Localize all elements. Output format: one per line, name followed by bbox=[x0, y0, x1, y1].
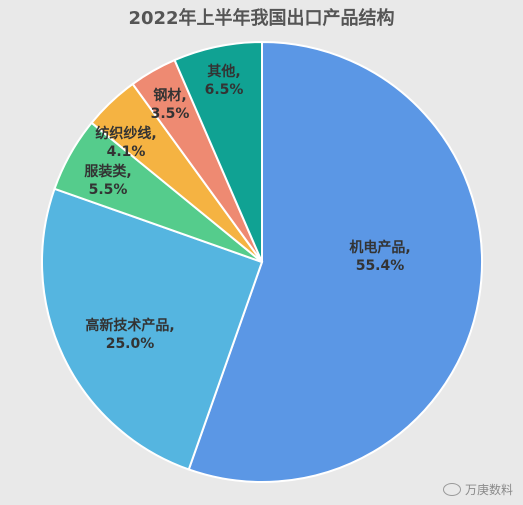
slice-label: 钢材, bbox=[153, 87, 186, 104]
slice-label: 机电产品, bbox=[349, 239, 410, 256]
chart-title: 2022年上半年我国出口产品结构 bbox=[128, 8, 395, 29]
pie-slice bbox=[41, 187, 264, 471]
slice-label: 纺织纱线, bbox=[95, 125, 156, 142]
slice-value-label: 5.5% bbox=[89, 182, 128, 198]
slice-value-label: 55.4% bbox=[356, 258, 405, 274]
slice-value-label: 3.5% bbox=[151, 106, 190, 122]
slice-value-label: 4.1% bbox=[107, 144, 146, 160]
pie-slice bbox=[173, 40, 263, 263]
slice-label: 其他, bbox=[207, 63, 240, 80]
slice-value-label: 25.0% bbox=[106, 336, 155, 352]
slice-label: 高新技术产品, bbox=[85, 317, 174, 334]
watermark-text: 万庚数料 bbox=[464, 483, 513, 497]
wechat-icon bbox=[442, 483, 461, 496]
watermark: 万庚数料 bbox=[442, 481, 513, 498]
slice-value-label: 6.5% bbox=[205, 82, 244, 98]
slice-label: 服装类, bbox=[84, 163, 131, 180]
